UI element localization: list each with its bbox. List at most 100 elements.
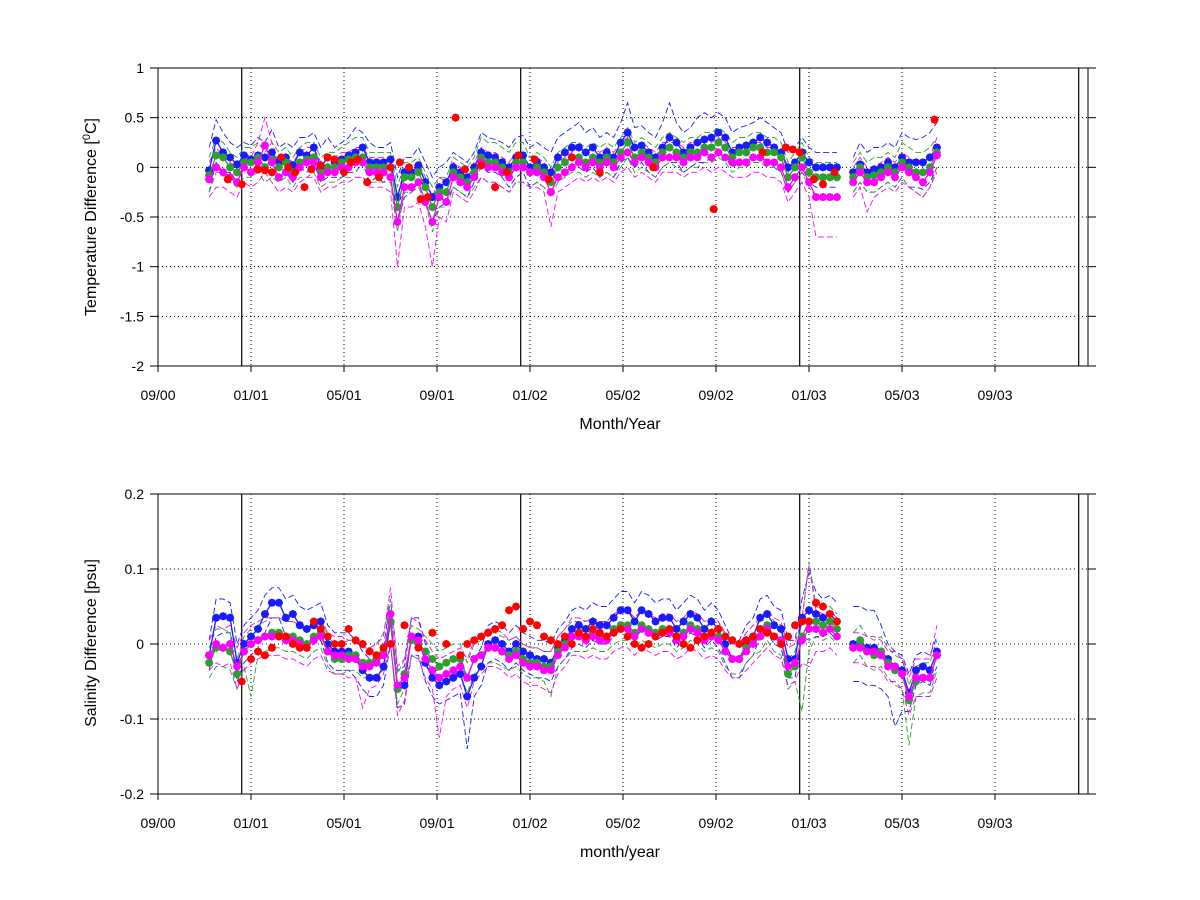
salinity-green-point	[856, 636, 865, 645]
temperature-blue-point	[295, 148, 304, 157]
temperature-green-point	[560, 158, 570, 167]
salinity-red-point	[769, 632, 779, 641]
salinity-magenta-point	[497, 647, 507, 656]
salinity-magenta-point	[925, 673, 935, 682]
temperature-magenta-point	[637, 153, 646, 162]
temperature-red-point	[530, 155, 539, 164]
salinity-red-point	[832, 617, 842, 626]
salinity-blue-point	[442, 677, 451, 686]
salinity-red-point	[776, 639, 786, 649]
temperature-magenta-point	[904, 168, 914, 177]
temperature-envelope-magenta-line	[852, 172, 938, 214]
salinity-green-point	[204, 658, 214, 667]
salinity-red-point	[763, 628, 772, 637]
salinity-magenta-point	[525, 662, 535, 671]
salinity-red-point	[658, 628, 667, 637]
salinity-ytick-label: 0	[136, 636, 144, 652]
temperature-green-point	[818, 173, 828, 182]
salinity-red-point	[672, 632, 681, 641]
temperature-magenta-point	[525, 168, 535, 177]
salinity-magenta-point	[756, 632, 765, 641]
temperature-xtick-label: 09/03	[977, 387, 1012, 403]
temperature-red-point	[758, 148, 767, 157]
temperature-red-point	[307, 165, 316, 174]
temperature-green-point	[804, 168, 814, 177]
salinity-blue-point	[456, 669, 465, 679]
salinity-blue-point	[253, 624, 263, 634]
temperature-magenta-point	[218, 168, 228, 177]
salinity-blue-point	[372, 673, 381, 682]
temperature-red-point	[423, 192, 432, 202]
temperature-magenta-point	[665, 153, 674, 162]
temperature-green-point	[211, 151, 221, 160]
salinity-red-point	[679, 639, 688, 649]
temperature-magenta-point	[309, 158, 318, 167]
salinity-blue-point	[707, 617, 716, 626]
salinity-magenta-point	[783, 662, 793, 671]
temperature-red-point	[237, 180, 246, 189]
salinity-red-point	[714, 624, 723, 634]
salinity-blue-point	[365, 673, 374, 682]
temperature-magenta-point	[890, 173, 900, 182]
salinity-magenta-point	[344, 654, 353, 664]
temperature-magenta-point	[302, 158, 311, 167]
salinity-magenta-point	[442, 669, 451, 679]
temperature-red-point	[451, 113, 460, 122]
temperature-magenta-point	[818, 192, 828, 202]
temperature-magenta-point	[623, 148, 632, 157]
salinity-blue-point	[602, 621, 611, 630]
temperature-xtick-label: 05/01	[326, 387, 361, 403]
salinity-magenta-point	[546, 666, 556, 675]
salinity-magenta-point	[588, 632, 597, 641]
salinity-red-point	[546, 636, 556, 645]
salinity-magenta-point	[204, 651, 214, 660]
temperature-blue-point	[567, 143, 576, 152]
salinity-blue-point	[700, 624, 709, 634]
temperature-ytick-label: 0.5	[125, 110, 145, 126]
salinity-xtick-label: 09/00	[140, 815, 175, 831]
salinity-y-axis-label: Salinity Difference [psu]	[83, 559, 100, 727]
salinity-blue-point	[581, 624, 590, 634]
temperature-blue-point	[574, 143, 583, 152]
salinity-blue-point	[776, 624, 786, 634]
temperature-magenta-point	[721, 153, 730, 162]
temperature-magenta-point	[253, 158, 263, 167]
salinity-red-point	[581, 632, 590, 641]
salinity-blue-point	[658, 613, 667, 622]
salinity-red-point	[825, 609, 835, 619]
temperature-magenta-point	[749, 153, 758, 162]
salinity-red-point	[344, 624, 353, 634]
salinity-red-point	[386, 639, 395, 649]
salinity-magenta-point	[686, 624, 695, 634]
salinity-blue-point	[470, 673, 479, 682]
temperature-blue-point	[267, 148, 277, 157]
salinity-blue-point	[804, 606, 814, 615]
salinity-xtick-label: 01/02	[512, 815, 547, 831]
temperature-magenta-point	[393, 217, 402, 227]
temperature-green-point	[407, 173, 416, 182]
salinity-green-point	[442, 658, 451, 667]
temperature-magenta-point	[449, 173, 458, 182]
temperature-red-point	[277, 153, 286, 162]
temperature-magenta-point	[470, 173, 479, 182]
temperature-red-point	[567, 153, 576, 162]
temperature-blue-point	[818, 163, 828, 172]
salinity-blue-point	[260, 609, 270, 619]
salinity-magenta-point	[449, 666, 458, 675]
salinity-magenta-point	[421, 654, 430, 664]
temperature-red-point	[544, 175, 553, 184]
temperature-blue-point	[560, 148, 570, 157]
temperature-magenta-point	[546, 188, 556, 197]
salinity-magenta-point	[386, 609, 395, 619]
temperature-green-point	[721, 143, 730, 152]
salinity-blue-point	[246, 632, 256, 641]
salinity-red-point	[644, 639, 653, 649]
temperature-magenta-point	[825, 192, 835, 202]
salinity-red-point	[539, 632, 549, 641]
salinity-blue-point	[511, 639, 521, 649]
salinity-magenta-point	[211, 639, 221, 649]
salinity-blue-point	[288, 609, 298, 619]
temperature-red-point	[330, 155, 339, 164]
salinity-xtick-label: 05/03	[884, 815, 919, 831]
salinity-magenta-point	[365, 662, 374, 671]
